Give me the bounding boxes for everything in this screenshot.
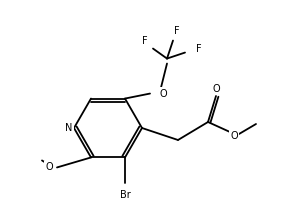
Text: Br: Br — [120, 191, 130, 200]
Text: N: N — [65, 123, 73, 133]
Text: O: O — [45, 162, 53, 172]
Text: F: F — [196, 44, 202, 54]
Text: O: O — [159, 89, 167, 99]
Text: F: F — [174, 26, 180, 36]
Text: O: O — [230, 131, 238, 141]
Text: O: O — [212, 84, 220, 94]
Text: F: F — [142, 36, 148, 46]
